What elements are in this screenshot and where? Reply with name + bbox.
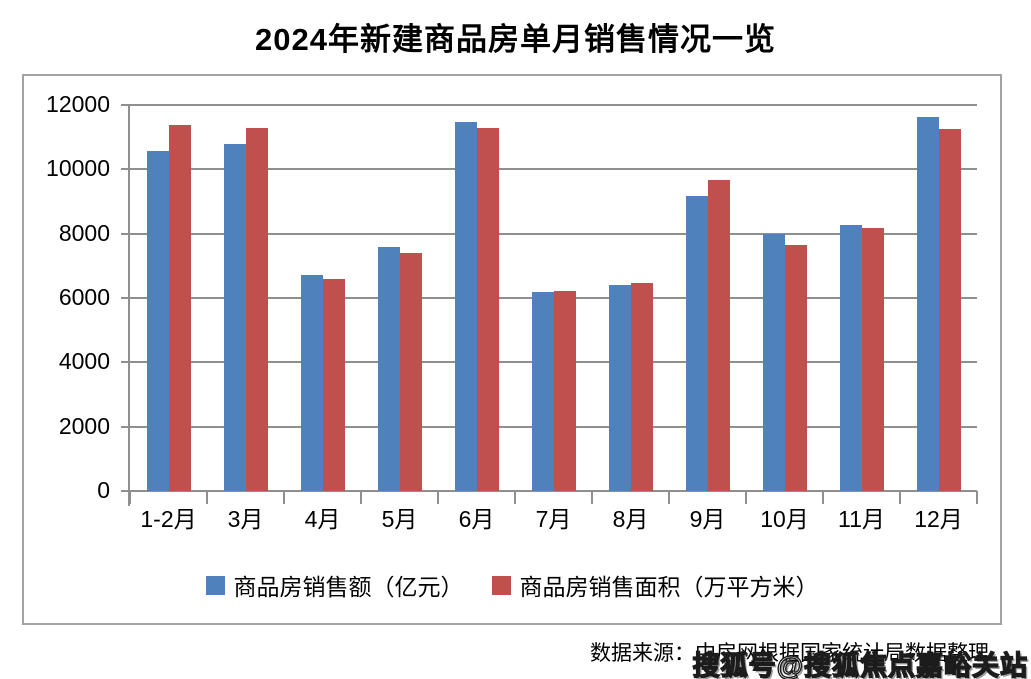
- bar-sales-area-11月: [861, 227, 884, 491]
- bar-sales-amount-3月: [223, 143, 246, 491]
- bar-sales-amount-10月: [762, 234, 785, 491]
- x-axis-label: 9月: [689, 506, 726, 532]
- x-axis-tick: [745, 491, 747, 504]
- y-axis-tick: [121, 425, 130, 428]
- legend-item-sales-area: 商品房销售面积（万平方米）: [491, 568, 819, 602]
- chart-area: 商品房销售额（亿元） 商品房销售面积（万平方米） 12000 10000 8000 6…: [22, 74, 1002, 625]
- x-axis-label: 11月: [838, 506, 885, 532]
- y-axis-tick: [121, 104, 130, 106]
- bar-sales-amount-4月: [300, 275, 323, 491]
- y-axis-label: 12000: [46, 91, 110, 117]
- legend-label-sales-amount: 商品房销售额（亿元）: [233, 575, 464, 600]
- legend: 商品房销售额（亿元） 商品房销售面积（万平方米）: [24, 568, 1000, 602]
- bar-sales-amount-9月: [685, 196, 708, 491]
- gridline: [130, 104, 977, 106]
- bar-sales-area-7月: [553, 290, 576, 491]
- x-axis-label: 5月: [381, 506, 418, 532]
- watermark-text: 搜狐号@搜狐焦点嘉峪关站: [692, 650, 1028, 679]
- y-axis-line: [128, 105, 130, 506]
- bar-sales-amount-5月: [377, 246, 400, 491]
- bar-sales-area-5月: [399, 253, 422, 491]
- bar-sales-amount-7月: [531, 291, 554, 491]
- y-axis-label: 6000: [58, 284, 110, 310]
- x-axis-line: [130, 490, 977, 492]
- x-axis-tick: [206, 491, 208, 504]
- y-axis-label: 8000: [58, 219, 110, 246]
- y-axis-tick: [121, 490, 130, 492]
- legend-swatch-red-icon: [491, 575, 511, 595]
- gridline: [130, 232, 977, 235]
- y-axis-label: 4000: [58, 348, 110, 375]
- data-source-caption: 数据来源：中房网根据国家统计局数据整理: [590, 641, 989, 665]
- y-axis-tick: [121, 232, 130, 235]
- x-axis-label: 1-2月: [140, 506, 197, 532]
- bar-sales-area-10月: [784, 245, 807, 491]
- y-axis-tick: [121, 361, 130, 364]
- gridline: [130, 168, 977, 171]
- legend-item-sales-amount: 商品房销售额（亿元）: [205, 568, 464, 602]
- bar-sales-area-6月: [476, 128, 499, 491]
- y-axis-tick: [121, 297, 130, 299]
- bar-sales-area-12月: [938, 128, 961, 491]
- x-axis-tick: [976, 491, 978, 504]
- bar-sales-area-9月: [707, 179, 730, 491]
- x-axis-tick: [360, 491, 362, 504]
- bar-sales-area-3月: [245, 127, 268, 491]
- bar-sales-area-8月: [630, 283, 653, 491]
- x-axis-tick: [514, 491, 516, 504]
- legend-label-sales-area: 商品房销售面积（万平方米）: [519, 575, 819, 600]
- y-axis-tick: [121, 168, 130, 171]
- x-axis-label: 3月: [227, 506, 264, 532]
- x-axis-label: 4月: [304, 506, 341, 532]
- chart-title: 2024年新建商品房单月销售情况一览: [255, 22, 776, 57]
- bar-sales-area-4月: [322, 279, 345, 491]
- x-axis-label: 8月: [612, 506, 649, 532]
- x-axis-tick: [822, 491, 824, 504]
- bar-sales-amount-11月: [839, 224, 862, 491]
- x-axis-label: 6月: [458, 506, 495, 532]
- x-axis-tick: [437, 491, 439, 504]
- bar-sales-amount-12月: [916, 117, 939, 491]
- bar-sales-amount-1-2月: [146, 151, 169, 491]
- x-axis-tick: [129, 491, 131, 504]
- x-axis-label: 7月: [535, 506, 572, 532]
- legend-swatch-blue-icon: [205, 575, 225, 595]
- x-axis-label: 12月: [914, 506, 963, 532]
- y-axis-label: 10000: [46, 155, 110, 182]
- y-axis-label: 0: [97, 477, 110, 503]
- x-axis-tick: [283, 491, 285, 504]
- bar-sales-area-1-2月: [168, 125, 191, 491]
- x-axis-tick: [899, 491, 901, 504]
- bar-sales-amount-8月: [608, 285, 631, 491]
- x-axis-tick: [668, 491, 670, 504]
- bar-sales-amount-6月: [454, 122, 477, 491]
- x-axis-label: 10月: [760, 506, 809, 532]
- y-axis-label: 2000: [58, 412, 110, 439]
- x-axis-tick: [591, 491, 593, 504]
